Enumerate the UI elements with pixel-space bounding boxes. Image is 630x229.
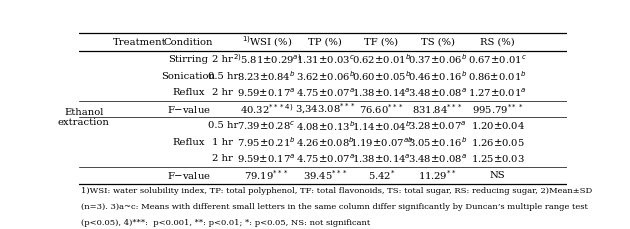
- Text: Reflux: Reflux: [173, 138, 205, 147]
- Text: 76.60$^{***}$: 76.60$^{***}$: [359, 102, 404, 116]
- Text: 1.20$\pm$0.04: 1.20$\pm$0.04: [471, 120, 525, 131]
- Text: 3.62$\pm$0.06$^{b}$: 3.62$\pm$0.06$^{b}$: [295, 69, 355, 83]
- Text: 4.75$\pm$0.07$^{a}$: 4.75$\pm$0.07$^{a}$: [296, 153, 355, 165]
- Text: 0.86$\pm$0.01$^{b}$: 0.86$\pm$0.01$^{b}$: [468, 69, 527, 83]
- Text: F$-$value: F$-$value: [166, 170, 210, 181]
- Text: 2 hr: 2 hr: [212, 154, 233, 163]
- Text: 2 hr: 2 hr: [212, 55, 233, 64]
- Text: 7.39$\pm$0.28$^{c}$: 7.39$\pm$0.28$^{c}$: [238, 120, 296, 132]
- Text: 1.25$\pm$0.03: 1.25$\pm$0.03: [471, 153, 525, 164]
- Text: F$-$value: F$-$value: [166, 104, 210, 115]
- Text: RS (%): RS (%): [480, 38, 515, 46]
- Text: 3.28$\pm$0.07$^{a}$: 3.28$\pm$0.07$^{a}$: [408, 120, 467, 132]
- Text: 9.59$\pm$0.17$^{a}$: 9.59$\pm$0.17$^{a}$: [238, 153, 296, 165]
- Text: TS (%): TS (%): [421, 38, 455, 46]
- Text: 1 hr: 1 hr: [212, 138, 233, 147]
- Text: NS: NS: [490, 171, 505, 180]
- Text: 1.26$\pm$0.05: 1.26$\pm$0.05: [471, 137, 525, 148]
- Text: 4.75$\pm$0.07$^{a}$: 4.75$\pm$0.07$^{a}$: [296, 86, 355, 99]
- Text: 39.45$^{***}$: 39.45$^{***}$: [303, 168, 348, 182]
- Text: (p<0.05), 4)***:  p<0.001, **: p<0.01; *: p<0.05, NS: not significant: (p<0.05), 4)***: p<0.001, **: p<0.01; *:…: [81, 219, 370, 227]
- Text: 11.29$^{**}$: 11.29$^{**}$: [418, 168, 457, 182]
- Text: 1.27$\pm$0.01$^{a}$: 1.27$\pm$0.01$^{a}$: [468, 86, 527, 99]
- Text: 0.67$\pm$0.01$^{c}$: 0.67$\pm$0.01$^{c}$: [468, 53, 527, 66]
- Text: 4.26$\pm$0.08$^{b}$: 4.26$\pm$0.08$^{b}$: [296, 135, 355, 149]
- Text: Sonication: Sonication: [162, 72, 215, 81]
- Text: 5.42$^{*}$: 5.42$^{*}$: [368, 168, 395, 182]
- Text: 4.08$\pm$0.13$^{b}$: 4.08$\pm$0.13$^{b}$: [295, 119, 355, 133]
- Text: 0.46$\pm$0.16$^{b}$: 0.46$\pm$0.16$^{b}$: [408, 69, 467, 83]
- Text: 9.59$\pm$0.17$^{a}$: 9.59$\pm$0.17$^{a}$: [238, 86, 296, 99]
- Text: 1.38$\pm$0.14$^{a}$: 1.38$\pm$0.14$^{a}$: [352, 153, 411, 165]
- Text: $^{2)}$5.81$\pm$0.29$^{a)}$: $^{2)}$5.81$\pm$0.29$^{a)}$: [232, 53, 301, 66]
- Text: $^{1)}$WSI (%): $^{1)}$WSI (%): [241, 35, 292, 49]
- Text: 0.60$\pm$0.05$^{b}$: 0.60$\pm$0.05$^{b}$: [352, 69, 411, 83]
- Text: 0.5 hr: 0.5 hr: [208, 121, 238, 130]
- Text: 1)WSI: water solubility index, TP: total polyphenol, TF: total flavonoids, TS: t: 1)WSI: water solubility index, TP: total…: [81, 187, 592, 195]
- Text: 995.79$^{***}$: 995.79$^{***}$: [472, 102, 524, 116]
- Text: 1.14$\pm$0.04$^{b}$: 1.14$\pm$0.04$^{b}$: [352, 119, 411, 133]
- Text: 3.05$\pm$0.16$^{b}$: 3.05$\pm$0.16$^{b}$: [408, 135, 467, 149]
- Text: 1.38$\pm$0.14$^{a}$: 1.38$\pm$0.14$^{a}$: [352, 86, 411, 99]
- Text: 40.32$^{***4)}$: 40.32$^{***4)}$: [240, 102, 294, 116]
- Text: 2 hr: 2 hr: [212, 88, 233, 97]
- Text: Condition: Condition: [164, 38, 214, 46]
- Text: 0.5 hr: 0.5 hr: [208, 72, 238, 81]
- Text: 3.48$\pm$0.08$^{a}$: 3.48$\pm$0.08$^{a}$: [408, 86, 467, 99]
- Text: 3.48$\pm$0.08$^{a}$: 3.48$\pm$0.08$^{a}$: [408, 153, 467, 165]
- Text: 7.95$\pm$0.21$^{b}$: 7.95$\pm$0.21$^{b}$: [238, 135, 296, 149]
- Text: 1.31$\pm$0.03$^{c}$: 1.31$\pm$0.03$^{c}$: [296, 53, 355, 66]
- Text: Reflux: Reflux: [173, 88, 205, 97]
- Text: 0.62$\pm$0.01$^{b}$: 0.62$\pm$0.01$^{b}$: [352, 53, 411, 66]
- Text: 79.19$^{***}$: 79.19$^{***}$: [244, 168, 289, 182]
- Text: Treatment: Treatment: [113, 38, 166, 46]
- Text: 1.19$\pm$0.07$^{ab}$: 1.19$\pm$0.07$^{ab}$: [350, 135, 413, 149]
- Text: 8.23$\pm$0.84$^{b}$: 8.23$\pm$0.84$^{b}$: [238, 69, 296, 83]
- Text: 831.84$^{***}$: 831.84$^{***}$: [412, 102, 463, 116]
- Text: Stirring: Stirring: [169, 55, 209, 64]
- Text: 0.37$\pm$0.06$^{b}$: 0.37$\pm$0.06$^{b}$: [408, 53, 467, 66]
- Text: 3,343.08$^{***}$: 3,343.08$^{***}$: [295, 102, 356, 116]
- Text: (n=3). 3)a~c: Means with different small letters in the same column differ signi: (n=3). 3)a~c: Means with different small…: [81, 203, 588, 211]
- Text: Ethanol
extraction: Ethanol extraction: [58, 108, 110, 127]
- Text: TP (%): TP (%): [308, 38, 342, 46]
- Text: TF (%): TF (%): [364, 38, 399, 46]
